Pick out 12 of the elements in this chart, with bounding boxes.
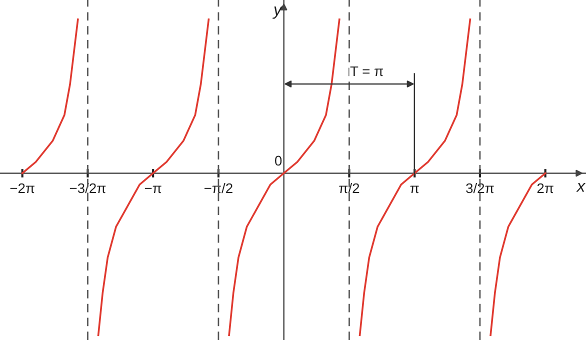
x-tick-label: −3/2π <box>70 182 106 194</box>
annotation: 0 <box>275 156 282 166</box>
x-tick-label: 2π <box>537 183 554 194</box>
x-tick-label: π/2 <box>339 182 360 194</box>
y-axis-title: y <box>272 6 283 19</box>
x-tick-label: −π/2 <box>204 182 232 194</box>
x-axis-title: x <box>576 182 586 192</box>
annotation: T = π <box>350 66 384 76</box>
x-tick-label: 3/2π <box>466 182 494 194</box>
x-tick-label: π <box>410 186 419 194</box>
x-tick-label: −2π <box>10 183 34 194</box>
x-tick-label: −π <box>144 186 162 194</box>
